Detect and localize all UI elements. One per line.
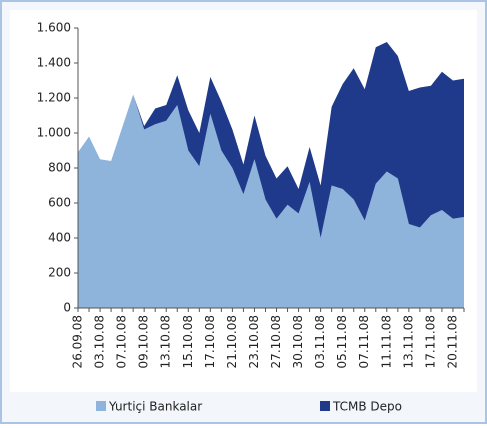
x-tick-label: 03.10.08 (93, 315, 107, 368)
legend-label: Yurtiçi Bankalar (108, 400, 202, 414)
x-tick-label: 07.11.08 (357, 315, 371, 368)
x-tick-label: 13.10.08 (159, 315, 173, 368)
y-tick-label: 0 (63, 301, 71, 315)
x-tick-label: 07.10.08 (115, 315, 129, 368)
area (78, 42, 464, 238)
x-tick-label: 27.10.08 (269, 315, 283, 368)
x-tick-label: 15.10.08 (181, 315, 195, 368)
y-tick-label: 1.000 (37, 126, 71, 140)
legend-label: TCMB Depo (332, 400, 402, 414)
y-tick-label: 400 (48, 231, 71, 245)
x-tick-label: 17.11.08 (423, 315, 437, 368)
x-tick-label: 23.10.08 (247, 315, 261, 368)
x-tick-label: 11.11.08 (379, 315, 393, 368)
y-tick-label: 600 (48, 196, 71, 210)
x-tick-label: 21.10.08 (225, 315, 239, 368)
y-tick-label: 800 (48, 161, 71, 175)
x-tick-label: 30.10.08 (291, 315, 305, 368)
y-tick-label: 200 (48, 266, 71, 280)
x-tick-label: 03.11.08 (313, 315, 327, 368)
legend-swatch (96, 401, 106, 411)
x-tick-label: 09.10.08 (137, 315, 151, 368)
y-tick-label: 1.600 (37, 21, 71, 35)
area (78, 94, 464, 308)
x-tick-label: 26.09.08 (71, 315, 85, 368)
x-tick-label: 05.11.08 (335, 315, 349, 368)
y-tick-label: 1.200 (37, 91, 71, 105)
x-tick-label: 13.11.08 (401, 315, 415, 368)
legend-swatch (320, 401, 330, 411)
y-tick-label: 1.400 (37, 56, 71, 70)
x-tick-label: 20.11.08 (445, 315, 459, 368)
x-tick-label: 17.10.08 (203, 315, 217, 368)
